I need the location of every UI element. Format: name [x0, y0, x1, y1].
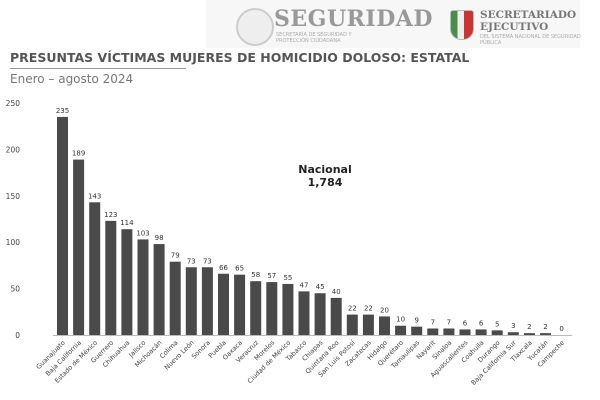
data-label: 123 — [104, 211, 117, 219]
national-value: 1,784 — [307, 176, 343, 189]
bar — [411, 326, 423, 335]
bar — [137, 239, 149, 335]
bar — [105, 220, 117, 335]
national-label: Nacional — [298, 163, 352, 176]
sesnsp-shield-logo — [450, 10, 474, 40]
data-label: 22 — [348, 305, 357, 313]
y-tick-label: 0 — [15, 331, 20, 340]
secretariado-line2: EJECUTIVO — [480, 21, 549, 33]
seguridad-logo-title: SEGURIDAD — [274, 6, 433, 32]
y-tick-label: 250 — [6, 99, 21, 108]
data-label: 6 — [479, 319, 484, 327]
data-label: 40 — [332, 288, 341, 296]
bar — [427, 328, 439, 335]
data-label: 79 — [171, 252, 180, 260]
secretariado-logo-title: SECRETARIADO EJECUTIVO — [480, 9, 576, 33]
title-divider — [10, 68, 186, 69]
data-label: 189 — [72, 150, 85, 158]
data-label: 103 — [136, 229, 149, 237]
data-label: 57 — [267, 272, 276, 280]
bar — [169, 261, 181, 335]
data-label: 6 — [463, 319, 468, 327]
bar — [153, 244, 165, 335]
bar — [443, 328, 455, 335]
data-label: 114 — [120, 219, 134, 227]
bar — [121, 229, 133, 335]
bar — [234, 274, 246, 335]
bar — [73, 159, 85, 335]
bar — [218, 273, 229, 335]
bar — [540, 333, 551, 335]
data-label: 7 — [447, 319, 451, 327]
data-label: 22 — [364, 305, 373, 313]
bar — [346, 314, 358, 335]
bar — [395, 325, 407, 335]
data-label: 73 — [187, 257, 196, 265]
data-label: 2 — [543, 323, 547, 331]
y-tick-label: 50 — [10, 285, 20, 294]
chart-subtitle: Enero – agosto 2024 — [10, 72, 134, 86]
data-label: 65 — [235, 265, 244, 273]
bar — [475, 329, 487, 335]
bar — [491, 330, 503, 335]
bar — [57, 116, 68, 335]
data-label: 0 — [559, 325, 563, 333]
chart-title: PRESUNTAS VÍCTIMAS MUJERES DE HOMICIDIO … — [10, 50, 470, 65]
bar — [379, 316, 390, 335]
data-label: 66 — [219, 264, 228, 272]
data-label: 20 — [380, 306, 389, 314]
bar — [89, 202, 101, 335]
bar — [459, 329, 471, 335]
data-label: 3 — [511, 322, 515, 330]
bar — [330, 297, 342, 335]
y-tick-label: 150 — [6, 192, 21, 201]
data-label: 5 — [495, 320, 499, 328]
bar — [362, 314, 374, 335]
bar — [314, 293, 326, 335]
bar — [298, 291, 310, 335]
data-label: 235 — [56, 107, 69, 115]
y-tick-label: 100 — [6, 238, 21, 247]
data-label: 2 — [527, 323, 531, 331]
y-tick-label: 200 — [6, 145, 21, 154]
data-label: 47 — [300, 281, 309, 289]
bar — [523, 333, 535, 335]
bar — [507, 332, 519, 335]
data-label: 143 — [88, 192, 101, 200]
data-label: 98 — [155, 234, 164, 242]
data-label: 7 — [431, 319, 435, 327]
bar — [266, 282, 278, 335]
data-label: 58 — [251, 271, 260, 279]
bar — [185, 267, 197, 335]
bar — [201, 267, 213, 335]
secretariado-logo-subtitle: DEL SISTEMA NACIONAL DE SEGURIDAD PÚBLIC… — [480, 34, 581, 46]
national-total-annotation: Nacional 1,784 — [290, 163, 360, 189]
bar — [282, 283, 294, 335]
data-label: 9 — [414, 317, 418, 325]
data-label: 10 — [396, 316, 405, 324]
secretariado-line1: SECRETARIADO — [480, 9, 577, 21]
data-label: 73 — [203, 257, 212, 265]
seguridad-logo-subtitle: SECRETARÍA DE SEGURIDAD Y PROTECCIÓN CIU… — [276, 32, 352, 44]
data-label: 45 — [316, 283, 325, 291]
national-seal-logo — [236, 8, 274, 46]
data-label: 55 — [283, 274, 292, 282]
bar — [250, 281, 262, 335]
